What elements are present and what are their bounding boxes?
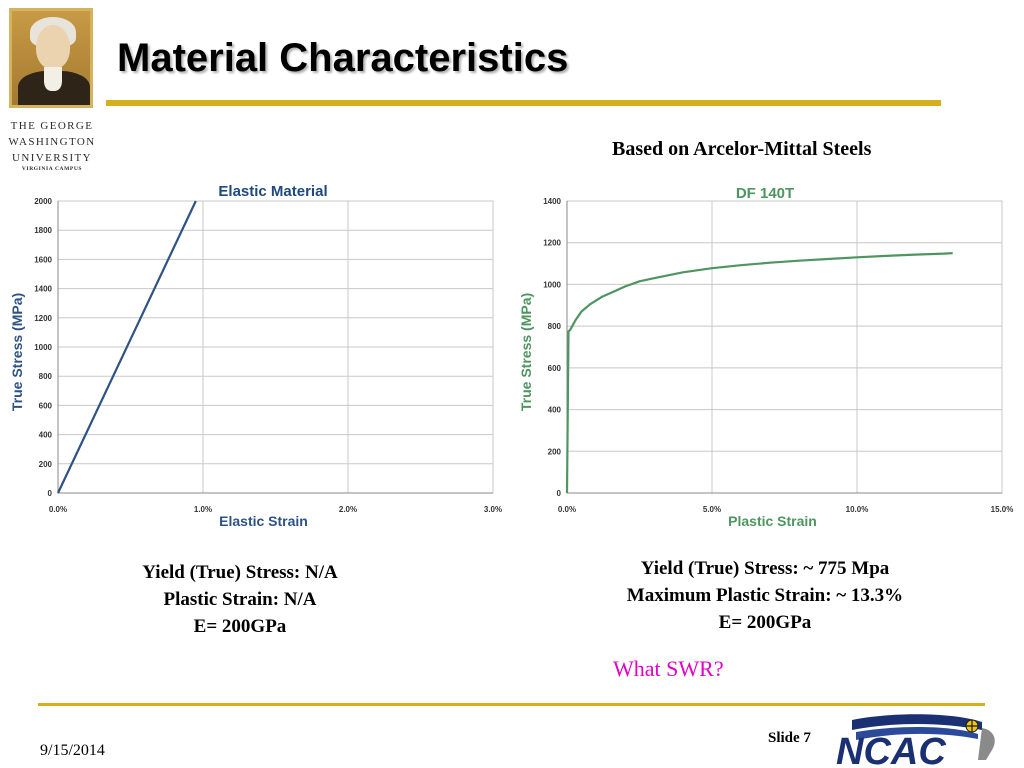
elastic-y-tick-label: 400 [39, 431, 53, 440]
title-divider [106, 100, 941, 106]
slide-date: 9/15/2014 [40, 742, 105, 759]
elastic-series-line [57, 200, 197, 494]
df140t-y-tick-label: 1400 [543, 197, 561, 206]
ncac-logo: NCAC [836, 714, 995, 768]
university-line-3: UNIVERSITY [12, 152, 92, 164]
df140t-x-tick-label: 0.0% [558, 505, 576, 514]
elastic-y-tick-label: 600 [39, 401, 53, 410]
elastic-y-tick-label: 800 [39, 372, 53, 381]
elastic-y-tick-label: 1400 [34, 285, 52, 294]
portrait-image [9, 8, 93, 108]
footer-divider [38, 703, 985, 706]
university-line-2: WASHINGTON [8, 136, 96, 148]
university-line-4: VIRGINIA CAMPUS [21, 166, 83, 172]
university-logo: THE GEORGE WASHINGTON UNIVERSITY VIRGINI… [6, 8, 96, 173]
df140t-plot-area [566, 200, 1003, 494]
elastic-y-tick-label: 1200 [34, 314, 52, 323]
elastic-y-tick-label: 1000 [34, 343, 52, 352]
elastic-caption: Yield (True) Stress: N/A Plastic Strain:… [80, 559, 400, 640]
slide-title: Material Characteristics [117, 36, 569, 80]
df140t-y-tick-label: 800 [548, 322, 562, 331]
df140t-y-tick-label: 600 [548, 364, 562, 373]
df140t-y-tick-label: 200 [548, 447, 562, 456]
elastic-modulus-text: E= 200GPa [193, 616, 287, 637]
elastic-y-axis-label: True Stress (MPa) [9, 293, 25, 411]
df140t-y-tick-label: 0 [557, 489, 562, 498]
slide-number: Slide 7 [768, 730, 811, 746]
df140t-caption: Yield (True) Stress: ~ 775 Mpa Maximum P… [575, 555, 955, 636]
elastic-yield-text: Yield (True) Stress: N/A [142, 562, 338, 583]
df140t-yield-text: Yield (True) Stress: ~ 775 Mpa [640, 558, 890, 579]
source-note: Based on Arcelor-Mittal Steels [612, 138, 872, 160]
df140t-x-axis-label: Plastic Strain [728, 513, 817, 529]
df140t-modulus-text: E= 200GPa [718, 612, 812, 633]
df140t-x-tick-label: 5.0% [703, 505, 721, 514]
elastic-y-tick-label: 0 [48, 489, 53, 498]
elastic-plastic-strain-text: Plastic Strain: N/A [163, 589, 317, 610]
elastic-x-tick-label: 1.0% [194, 505, 212, 514]
df140t-y-axis-label: True Stress (MPa) [518, 293, 534, 411]
df140t-y-tick-label: 1200 [543, 239, 561, 248]
df140t-x-tick-label: 15.0% [991, 505, 1014, 514]
elastic-y-tick-label: 1600 [34, 255, 52, 264]
elastic-material-chart: 0 200 400 600 800 1000 1200 1400 1600 1800 2000 0.0… [9, 183, 502, 529]
df140t-max-strain-text: Maximum Plastic Strain: ~ 13.3% [626, 585, 904, 606]
university-line-1: THE GEORGE [10, 120, 94, 132]
df140t-series-line [565, 252, 953, 494]
elastic-x-tick-label: 3.0% [484, 505, 502, 514]
df140t-y-tick-label: 1000 [543, 280, 561, 289]
df140t-x-tick-label: 10.0% [846, 505, 869, 514]
question-text: What SWR? [613, 656, 724, 681]
elastic-y-tick-label: 2000 [34, 197, 52, 206]
df140t-y-tick-label: 400 [548, 406, 562, 415]
df140t-chart: 0 200 400 600 800 1000 1200 1400 0.0% 5.0% 10.0% 15… [518, 185, 1014, 529]
ncac-text: NCAC [836, 731, 946, 768]
elastic-y-tick-label: 1800 [34, 226, 52, 235]
elastic-chart-title: Elastic Material [218, 183, 327, 200]
elastic-x-tick-label: 0.0% [49, 505, 67, 514]
elastic-x-axis-label: Elastic Strain [219, 513, 308, 529]
df140t-chart-title: DF 140T [736, 185, 794, 202]
elastic-y-tick-label: 200 [39, 460, 53, 469]
elastic-x-tick-label: 2.0% [339, 505, 357, 514]
